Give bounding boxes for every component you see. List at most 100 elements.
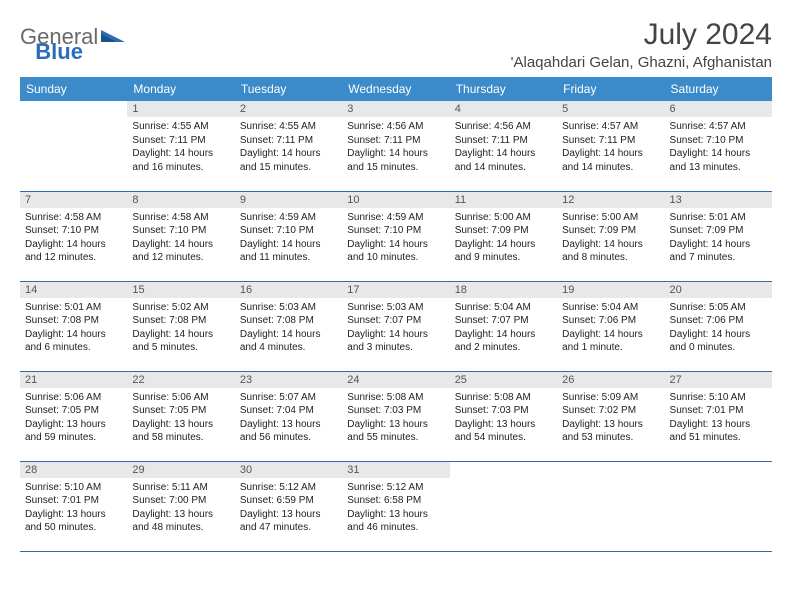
calendar-cell: [450, 461, 557, 551]
calendar-cell: 21Sunrise: 5:06 AMSunset: 7:05 PMDayligh…: [20, 371, 127, 461]
calendar-table: Sunday Monday Tuesday Wednesday Thursday…: [20, 77, 772, 552]
calendar-cell: 6Sunrise: 4:57 AMSunset: 7:10 PMDaylight…: [665, 101, 772, 191]
calendar-cell: 13Sunrise: 5:01 AMSunset: 7:09 PMDayligh…: [665, 191, 772, 281]
logo-flag-icon: [101, 28, 127, 46]
day-number: 16: [235, 282, 342, 298]
day-details: Sunrise: 5:08 AMSunset: 7:03 PMDaylight:…: [450, 388, 557, 448]
day-number: 31: [342, 462, 449, 478]
calendar-cell: 25Sunrise: 5:08 AMSunset: 7:03 PMDayligh…: [450, 371, 557, 461]
day-number: 23: [235, 372, 342, 388]
calendar-cell: 28Sunrise: 5:10 AMSunset: 7:01 PMDayligh…: [20, 461, 127, 551]
calendar-cell: 30Sunrise: 5:12 AMSunset: 6:59 PMDayligh…: [235, 461, 342, 551]
day-details: Sunrise: 4:59 AMSunset: 7:10 PMDaylight:…: [235, 208, 342, 268]
weekday-header: Wednesday: [342, 77, 449, 101]
day-number: 10: [342, 192, 449, 208]
day-details: Sunrise: 5:06 AMSunset: 7:05 PMDaylight:…: [20, 388, 127, 448]
day-details: Sunrise: 5:03 AMSunset: 7:07 PMDaylight:…: [342, 298, 449, 358]
day-details: Sunrise: 5:01 AMSunset: 7:09 PMDaylight:…: [665, 208, 772, 268]
day-details: Sunrise: 5:07 AMSunset: 7:04 PMDaylight:…: [235, 388, 342, 448]
day-number: 15: [127, 282, 234, 298]
day-number: 21: [20, 372, 127, 388]
calendar-cell: [557, 461, 664, 551]
month-title: July 2024: [511, 18, 772, 52]
day-details: Sunrise: 5:04 AMSunset: 7:07 PMDaylight:…: [450, 298, 557, 358]
calendar-cell: 20Sunrise: 5:05 AMSunset: 7:06 PMDayligh…: [665, 281, 772, 371]
day-number: 30: [235, 462, 342, 478]
day-details: Sunrise: 5:01 AMSunset: 7:08 PMDaylight:…: [20, 298, 127, 358]
day-number: 9: [235, 192, 342, 208]
day-details: Sunrise: 5:05 AMSunset: 7:06 PMDaylight:…: [665, 298, 772, 358]
calendar-cell: 19Sunrise: 5:04 AMSunset: 7:06 PMDayligh…: [557, 281, 664, 371]
day-number: 6: [665, 101, 772, 117]
calendar-cell: 18Sunrise: 5:04 AMSunset: 7:07 PMDayligh…: [450, 281, 557, 371]
day-number: 26: [557, 372, 664, 388]
day-details: Sunrise: 4:56 AMSunset: 7:11 PMDaylight:…: [342, 117, 449, 177]
day-details: Sunrise: 5:12 AMSunset: 6:59 PMDaylight:…: [235, 478, 342, 538]
location-text: 'Alaqahdari Gelan, Ghazni, Afghanistan: [511, 54, 772, 71]
calendar-cell: [665, 461, 772, 551]
calendar-cell: 23Sunrise: 5:07 AMSunset: 7:04 PMDayligh…: [235, 371, 342, 461]
day-details: Sunrise: 4:58 AMSunset: 7:10 PMDaylight:…: [20, 208, 127, 268]
day-number: 27: [665, 372, 772, 388]
calendar-cell: 14Sunrise: 5:01 AMSunset: 7:08 PMDayligh…: [20, 281, 127, 371]
calendar-cell: 31Sunrise: 5:12 AMSunset: 6:58 PMDayligh…: [342, 461, 449, 551]
day-number: 4: [450, 101, 557, 117]
calendar-week-row: 28Sunrise: 5:10 AMSunset: 7:01 PMDayligh…: [20, 461, 772, 551]
day-details: Sunrise: 4:59 AMSunset: 7:10 PMDaylight:…: [342, 208, 449, 268]
day-number: 20: [665, 282, 772, 298]
day-details: Sunrise: 5:11 AMSunset: 7:00 PMDaylight:…: [127, 478, 234, 538]
day-number: 22: [127, 372, 234, 388]
day-details: Sunrise: 4:57 AMSunset: 7:10 PMDaylight:…: [665, 117, 772, 177]
calendar-cell: 10Sunrise: 4:59 AMSunset: 7:10 PMDayligh…: [342, 191, 449, 281]
day-details: Sunrise: 4:57 AMSunset: 7:11 PMDaylight:…: [557, 117, 664, 177]
day-details: Sunrise: 5:12 AMSunset: 6:58 PMDaylight:…: [342, 478, 449, 538]
calendar-cell: [20, 101, 127, 191]
day-number: 24: [342, 372, 449, 388]
day-details: Sunrise: 5:10 AMSunset: 7:01 PMDaylight:…: [20, 478, 127, 538]
weekday-header: Friday: [557, 77, 664, 101]
day-details: Sunrise: 5:10 AMSunset: 7:01 PMDaylight:…: [665, 388, 772, 448]
day-details: Sunrise: 4:58 AMSunset: 7:10 PMDaylight:…: [127, 208, 234, 268]
weekday-header: Sunday: [20, 77, 127, 101]
day-number: 17: [342, 282, 449, 298]
day-number: 7: [20, 192, 127, 208]
calendar-cell: 22Sunrise: 5:06 AMSunset: 7:05 PMDayligh…: [127, 371, 234, 461]
day-number: 13: [665, 192, 772, 208]
calendar-cell: 1Sunrise: 4:55 AMSunset: 7:11 PMDaylight…: [127, 101, 234, 191]
day-details: Sunrise: 5:00 AMSunset: 7:09 PMDaylight:…: [450, 208, 557, 268]
weekday-header: Tuesday: [235, 77, 342, 101]
day-details: Sunrise: 5:04 AMSunset: 7:06 PMDaylight:…: [557, 298, 664, 358]
calendar-cell: 4Sunrise: 4:56 AMSunset: 7:11 PMDaylight…: [450, 101, 557, 191]
calendar-week-row: 14Sunrise: 5:01 AMSunset: 7:08 PMDayligh…: [20, 281, 772, 371]
day-number: 14: [20, 282, 127, 298]
calendar-cell: 2Sunrise: 4:55 AMSunset: 7:11 PMDaylight…: [235, 101, 342, 191]
day-details: Sunrise: 4:55 AMSunset: 7:11 PMDaylight:…: [127, 117, 234, 177]
day-details: Sunrise: 5:09 AMSunset: 7:02 PMDaylight:…: [557, 388, 664, 448]
day-number: 11: [450, 192, 557, 208]
day-details: Sunrise: 5:03 AMSunset: 7:08 PMDaylight:…: [235, 298, 342, 358]
calendar-week-row: 21Sunrise: 5:06 AMSunset: 7:05 PMDayligh…: [20, 371, 772, 461]
title-block: July 2024 'Alaqahdari Gelan, Ghazni, Afg…: [511, 18, 772, 71]
day-number: 29: [127, 462, 234, 478]
day-details: Sunrise: 4:55 AMSunset: 7:11 PMDaylight:…: [235, 117, 342, 177]
calendar-cell: 24Sunrise: 5:08 AMSunset: 7:03 PMDayligh…: [342, 371, 449, 461]
calendar-cell: 17Sunrise: 5:03 AMSunset: 7:07 PMDayligh…: [342, 281, 449, 371]
calendar-week-row: 1Sunrise: 4:55 AMSunset: 7:11 PMDaylight…: [20, 101, 772, 191]
day-number: 25: [450, 372, 557, 388]
day-details: Sunrise: 5:00 AMSunset: 7:09 PMDaylight:…: [557, 208, 664, 268]
calendar-cell: 26Sunrise: 5:09 AMSunset: 7:02 PMDayligh…: [557, 371, 664, 461]
day-number: 8: [127, 192, 234, 208]
day-number: 3: [342, 101, 449, 117]
calendar-cell: 9Sunrise: 4:59 AMSunset: 7:10 PMDaylight…: [235, 191, 342, 281]
calendar-cell: 11Sunrise: 5:00 AMSunset: 7:09 PMDayligh…: [450, 191, 557, 281]
day-number: 28: [20, 462, 127, 478]
calendar-cell: 7Sunrise: 4:58 AMSunset: 7:10 PMDaylight…: [20, 191, 127, 281]
day-details: Sunrise: 4:56 AMSunset: 7:11 PMDaylight:…: [450, 117, 557, 177]
weekday-header: Saturday: [665, 77, 772, 101]
day-number: 12: [557, 192, 664, 208]
day-details: Sunrise: 5:08 AMSunset: 7:03 PMDaylight:…: [342, 388, 449, 448]
logo-text-blue: Blue: [35, 39, 83, 64]
calendar-cell: 8Sunrise: 4:58 AMSunset: 7:10 PMDaylight…: [127, 191, 234, 281]
day-number: 19: [557, 282, 664, 298]
calendar-cell: 3Sunrise: 4:56 AMSunset: 7:11 PMDaylight…: [342, 101, 449, 191]
